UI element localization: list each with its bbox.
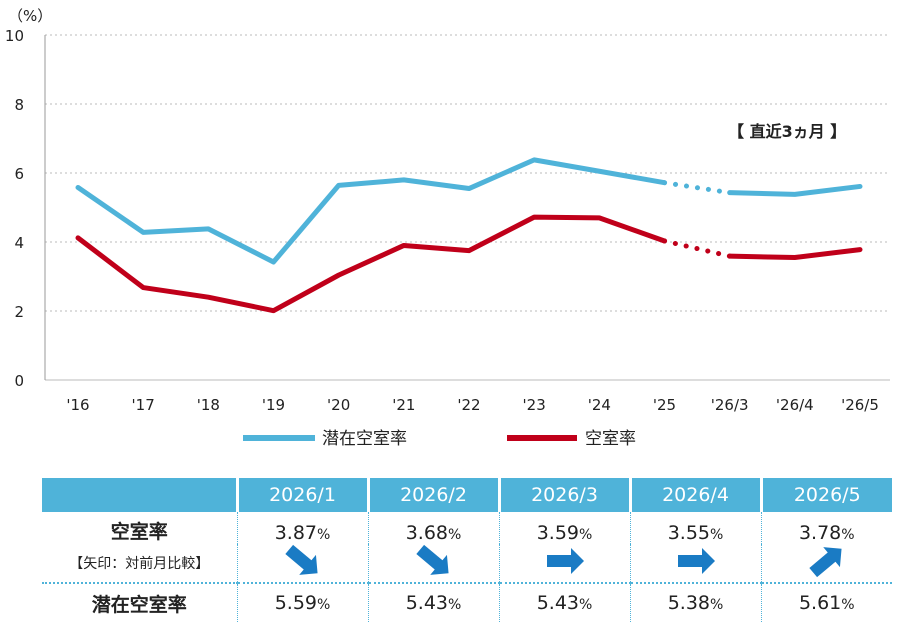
x-axis-ticks: '16 '17 '18 '19 '20 '21 '22 '23 '24 '25 '26/3 '26/4… <box>66 396 879 414</box>
header-empty-cell <box>42 478 237 512</box>
legend-label-potential: 潜在空室率 <box>322 429 407 449</box>
grid-lines <box>44 34 890 381</box>
recent-months-annotation: 【 直近3ヵ月 】 <box>728 122 846 141</box>
vacancy-cell: 3.55% <box>629 512 761 544</box>
y-tick-label: 2 <box>14 303 24 321</box>
x-tick-label: '17 <box>132 396 155 414</box>
x-tick-label: '22 <box>457 396 480 414</box>
vacancy-cell: 3.87% <box>236 512 368 544</box>
x-tick-label: '26/4 <box>776 396 814 414</box>
vacancy-cell: 3.78% <box>760 512 892 544</box>
potential-cell: 5.59% <box>236 582 368 622</box>
vacancy-cell: 3.59% <box>498 512 630 544</box>
series-line-0 <box>75 157 667 265</box>
header-month: 2026/1 <box>235 478 368 512</box>
header-month: 2026/4 <box>628 478 761 512</box>
vacancy-row-label: 空室率 <box>110 521 168 543</box>
trend-arrow-icon <box>281 544 325 582</box>
potential-cell: 5.38% <box>629 582 761 622</box>
series-dotted-segment-0 <box>662 180 733 196</box>
y-tick-label: 0 <box>14 372 24 390</box>
y-tick-label: 6 <box>14 165 24 183</box>
table-header-row: 2026/1 2026/2 2026/3 2026/4 2026/5 <box>42 478 892 512</box>
x-tick-label: '24 <box>588 396 611 414</box>
y-axis-ticks: 0 2 4 6 8 10 <box>5 27 24 390</box>
trend-arrow-cell <box>760 544 892 583</box>
potential-cell: 5.61% <box>760 582 892 622</box>
series-dotted-segment-1 <box>662 238 733 259</box>
monthly-summary-table: 2026/1 2026/2 2026/3 2026/4 2026/5 空室率 3… <box>42 478 892 622</box>
header-month: 2026/3 <box>497 478 630 512</box>
trend-arrow-cell <box>236 544 368 583</box>
potential-cell: 5.43% <box>367 582 499 622</box>
vacancy-row: 空室率 3.87% 3.68% 3.59% 3.55% 3.78% <box>42 512 892 544</box>
header-month: 2026/5 <box>759 478 892 512</box>
potential-vacancy-row: 潜在空室率 5.59% 5.43% 5.43% 5.38% 5.61% <box>42 582 892 622</box>
y-axis-unit: （%） <box>8 7 52 25</box>
arrow-row: 【矢印：対前月比較】 <box>42 544 892 583</box>
trend-arrow-icon <box>805 544 849 582</box>
series-recent-line-1 <box>727 247 863 261</box>
series-lines <box>75 157 863 314</box>
legend: 潜在空室率 空室率 <box>243 429 636 449</box>
trend-arrow-icon <box>543 544 587 582</box>
x-tick-label: '26/3 <box>711 396 749 414</box>
x-tick-label: '16 <box>66 396 89 414</box>
x-tick-label: '19 <box>262 396 285 414</box>
series-line-1 <box>75 214 667 314</box>
x-tick-label: '23 <box>523 396 546 414</box>
header-month: 2026/2 <box>366 478 499 512</box>
x-tick-label: '25 <box>653 396 676 414</box>
series-recent-line-0 <box>727 183 863 197</box>
trend-arrow-icon <box>674 544 718 582</box>
y-tick-label: 4 <box>14 234 24 252</box>
arrow-row-label: 【矢印：対前月比較】 <box>69 556 210 572</box>
line-chart: 0 2 4 6 8 10 '16 '17 '18 '19 '20 '21 '22 '23 '24 '25 '2… <box>5 7 890 449</box>
x-tick-label: '21 <box>392 396 415 414</box>
x-tick-label: '26/5 <box>841 396 879 414</box>
trend-arrow-cell <box>498 544 630 583</box>
potential-row-label: 潜在空室率 <box>42 582 237 622</box>
trend-arrow-cell <box>629 544 761 583</box>
trend-arrow-cell <box>367 544 499 583</box>
x-tick-label: '20 <box>327 396 350 414</box>
y-tick-label: 10 <box>5 27 24 45</box>
legend-label-vacancy: 空室率 <box>585 429 636 449</box>
y-tick-label: 8 <box>14 96 24 114</box>
x-tick-label: '18 <box>197 396 220 414</box>
vacancy-cell: 3.68% <box>367 512 499 544</box>
potential-cell: 5.43% <box>498 582 630 622</box>
trend-arrow-icon <box>412 544 456 582</box>
